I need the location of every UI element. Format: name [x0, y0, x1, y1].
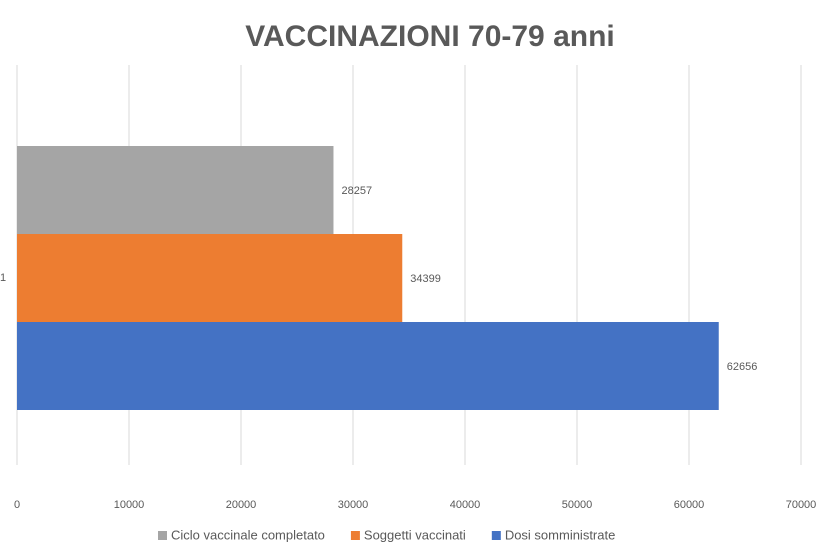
x-tick-label: 10000	[114, 499, 145, 511]
legend-label: Soggetti vaccinati	[364, 527, 466, 542]
x-tick-label: 30000	[338, 499, 369, 511]
chart-title: VACCINAZIONI 70-79 anni	[245, 20, 615, 53]
legend-label: Dosi somministrate	[505, 527, 616, 542]
bar	[17, 146, 334, 234]
x-tick-label: 20000	[226, 499, 257, 511]
x-tick-label: 0	[14, 499, 20, 511]
bar	[17, 322, 719, 410]
x-tick-label: 40000	[450, 499, 481, 511]
bar	[17, 234, 403, 322]
x-tick-label: 60000	[674, 499, 705, 511]
x-tick-label: 50000	[562, 499, 593, 511]
data-label: 62656	[727, 361, 758, 373]
data-label: 34399	[410, 273, 441, 285]
legend-swatch	[491, 531, 501, 540]
y-tick-label: 1	[0, 272, 6, 284]
legend-swatch	[350, 531, 360, 540]
legend-label: Ciclo vaccinale completato	[171, 527, 325, 542]
legend-swatch	[158, 531, 167, 540]
x-tick-label: 70000	[786, 499, 817, 511]
data-label: 28257	[341, 185, 372, 197]
